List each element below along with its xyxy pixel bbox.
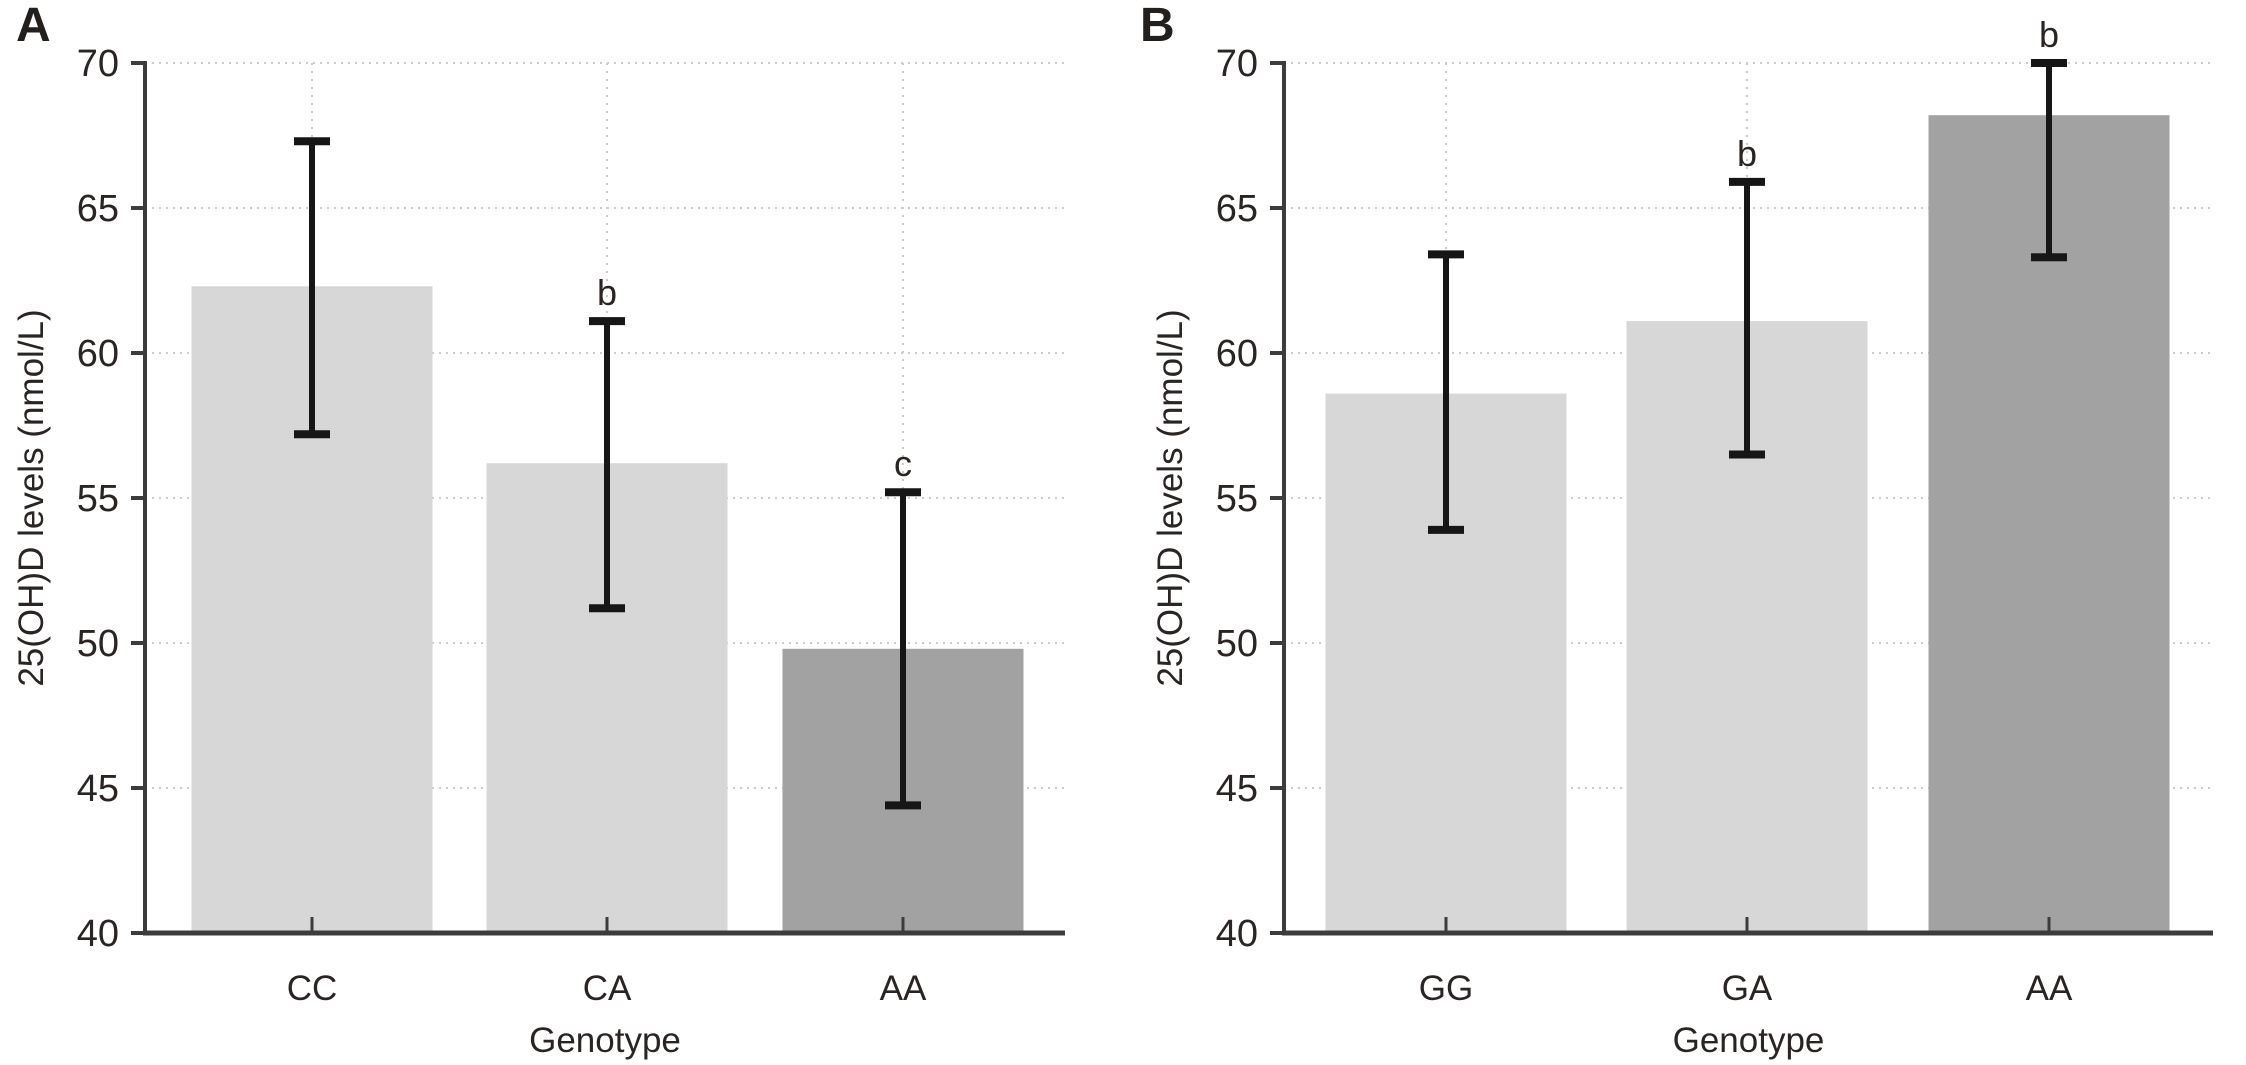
panel-a-chart: b c 40 45 50 55 60 65 70 CC CA AA Genotype 25(OH)D le… bbox=[12, 43, 1065, 1060]
y-tick-label: 55 bbox=[77, 478, 119, 520]
y-tick-label: 60 bbox=[77, 333, 119, 375]
x-category-label: CA bbox=[583, 969, 632, 1008]
y-tick-label: 60 bbox=[1216, 333, 1258, 375]
x-axis-title: Genotype bbox=[1673, 1021, 1825, 1060]
y-tick-label: 65 bbox=[77, 188, 119, 230]
panel-b-chart: b b 40 45 50 55 60 65 70 GG GA AA Genotype 25(OH)D le… bbox=[1151, 14, 2213, 1060]
panel-a-label: A bbox=[16, 0, 51, 52]
y-tick-label: 40 bbox=[1216, 913, 1258, 955]
y-tick-label: 70 bbox=[1216, 43, 1258, 85]
x-category-label: CC bbox=[287, 969, 338, 1008]
x-category-label: AA bbox=[2026, 969, 2073, 1008]
x-category-label: GA bbox=[1722, 969, 1773, 1008]
y-tick-label: 50 bbox=[1216, 623, 1258, 665]
x-category-label: GG bbox=[1419, 969, 1473, 1008]
y-axis-title: 25(OH)D levels (nmol/L) bbox=[1151, 309, 1190, 686]
y-tick-label: 50 bbox=[77, 623, 119, 665]
sig-label: c bbox=[894, 443, 912, 484]
panel-b-label: B bbox=[1140, 0, 1175, 52]
y-tick-label: 45 bbox=[1216, 768, 1258, 810]
sig-label: b bbox=[2039, 14, 2059, 55]
sig-label: b bbox=[597, 272, 617, 313]
sig-label: b bbox=[1737, 133, 1757, 174]
y-axis-title: 25(OH)D levels (nmol/L) bbox=[12, 309, 51, 686]
y-tick-label: 70 bbox=[77, 43, 119, 85]
x-axis-title: Genotype bbox=[529, 1021, 681, 1060]
y-tick-label: 40 bbox=[77, 913, 119, 955]
y-tick-label: 45 bbox=[77, 768, 119, 810]
y-tick-label: 55 bbox=[1216, 478, 1258, 520]
x-category-label: AA bbox=[880, 969, 927, 1008]
y-tick-label: 65 bbox=[1216, 188, 1258, 230]
